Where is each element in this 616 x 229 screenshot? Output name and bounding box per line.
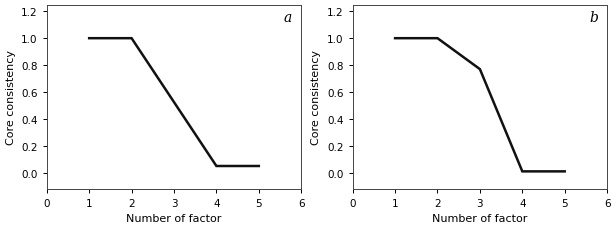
X-axis label: Number of factor: Number of factor [126,213,222,224]
X-axis label: Number of factor: Number of factor [432,213,527,224]
Text: a: a [283,11,291,25]
Y-axis label: Core consistency: Core consistency [6,50,15,144]
Y-axis label: Core consistency: Core consistency [312,50,322,144]
Text: b: b [590,11,598,25]
